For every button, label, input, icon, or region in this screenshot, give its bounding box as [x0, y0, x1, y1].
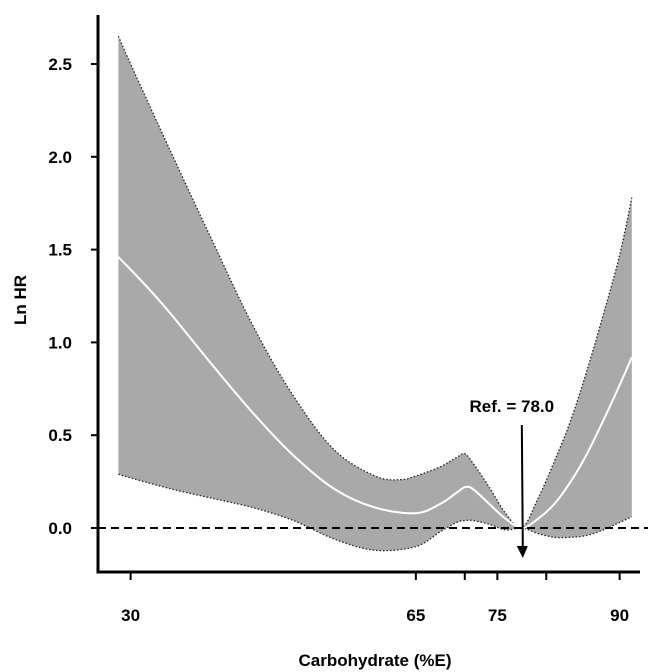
- x-tick-label: 65: [406, 606, 425, 625]
- x-tick-label: 90: [610, 606, 629, 625]
- lower-ci-line: [118, 473, 633, 552]
- x-tick-label: 75: [488, 606, 507, 625]
- reference-annotation: Ref. = 78.0: [470, 397, 555, 416]
- x-tick-label: 30: [121, 606, 140, 625]
- y-tick-label: 0.0: [48, 519, 72, 538]
- confidence-band-layer: [118, 36, 632, 551]
- y-tick-label: 1.0: [48, 333, 72, 352]
- upper-ci-line: [117, 35, 633, 530]
- annotation-layer: Ref. = 78.0: [470, 397, 555, 558]
- series-lines-layer: [98, 35, 648, 552]
- y-tick-label: 0.5: [48, 426, 72, 445]
- y-tick-label: 2.0: [48, 148, 72, 167]
- y-tick-label: 1.5: [48, 241, 72, 260]
- estimate-line: [117, 256, 633, 530]
- axes: 0.0 0.5 1.0 1.5 2.0 2.5 30 65 75 90: [48, 15, 640, 625]
- y-axis-title: Ln HR: [11, 275, 30, 325]
- reference-arrow-head: [516, 546, 528, 558]
- y-tick-label: 2.5: [48, 55, 72, 74]
- confidence-band: [118, 36, 632, 551]
- reference-arrow-shaft: [520, 424, 524, 549]
- x-axis-title: Carbohydrate (%E): [298, 651, 451, 670]
